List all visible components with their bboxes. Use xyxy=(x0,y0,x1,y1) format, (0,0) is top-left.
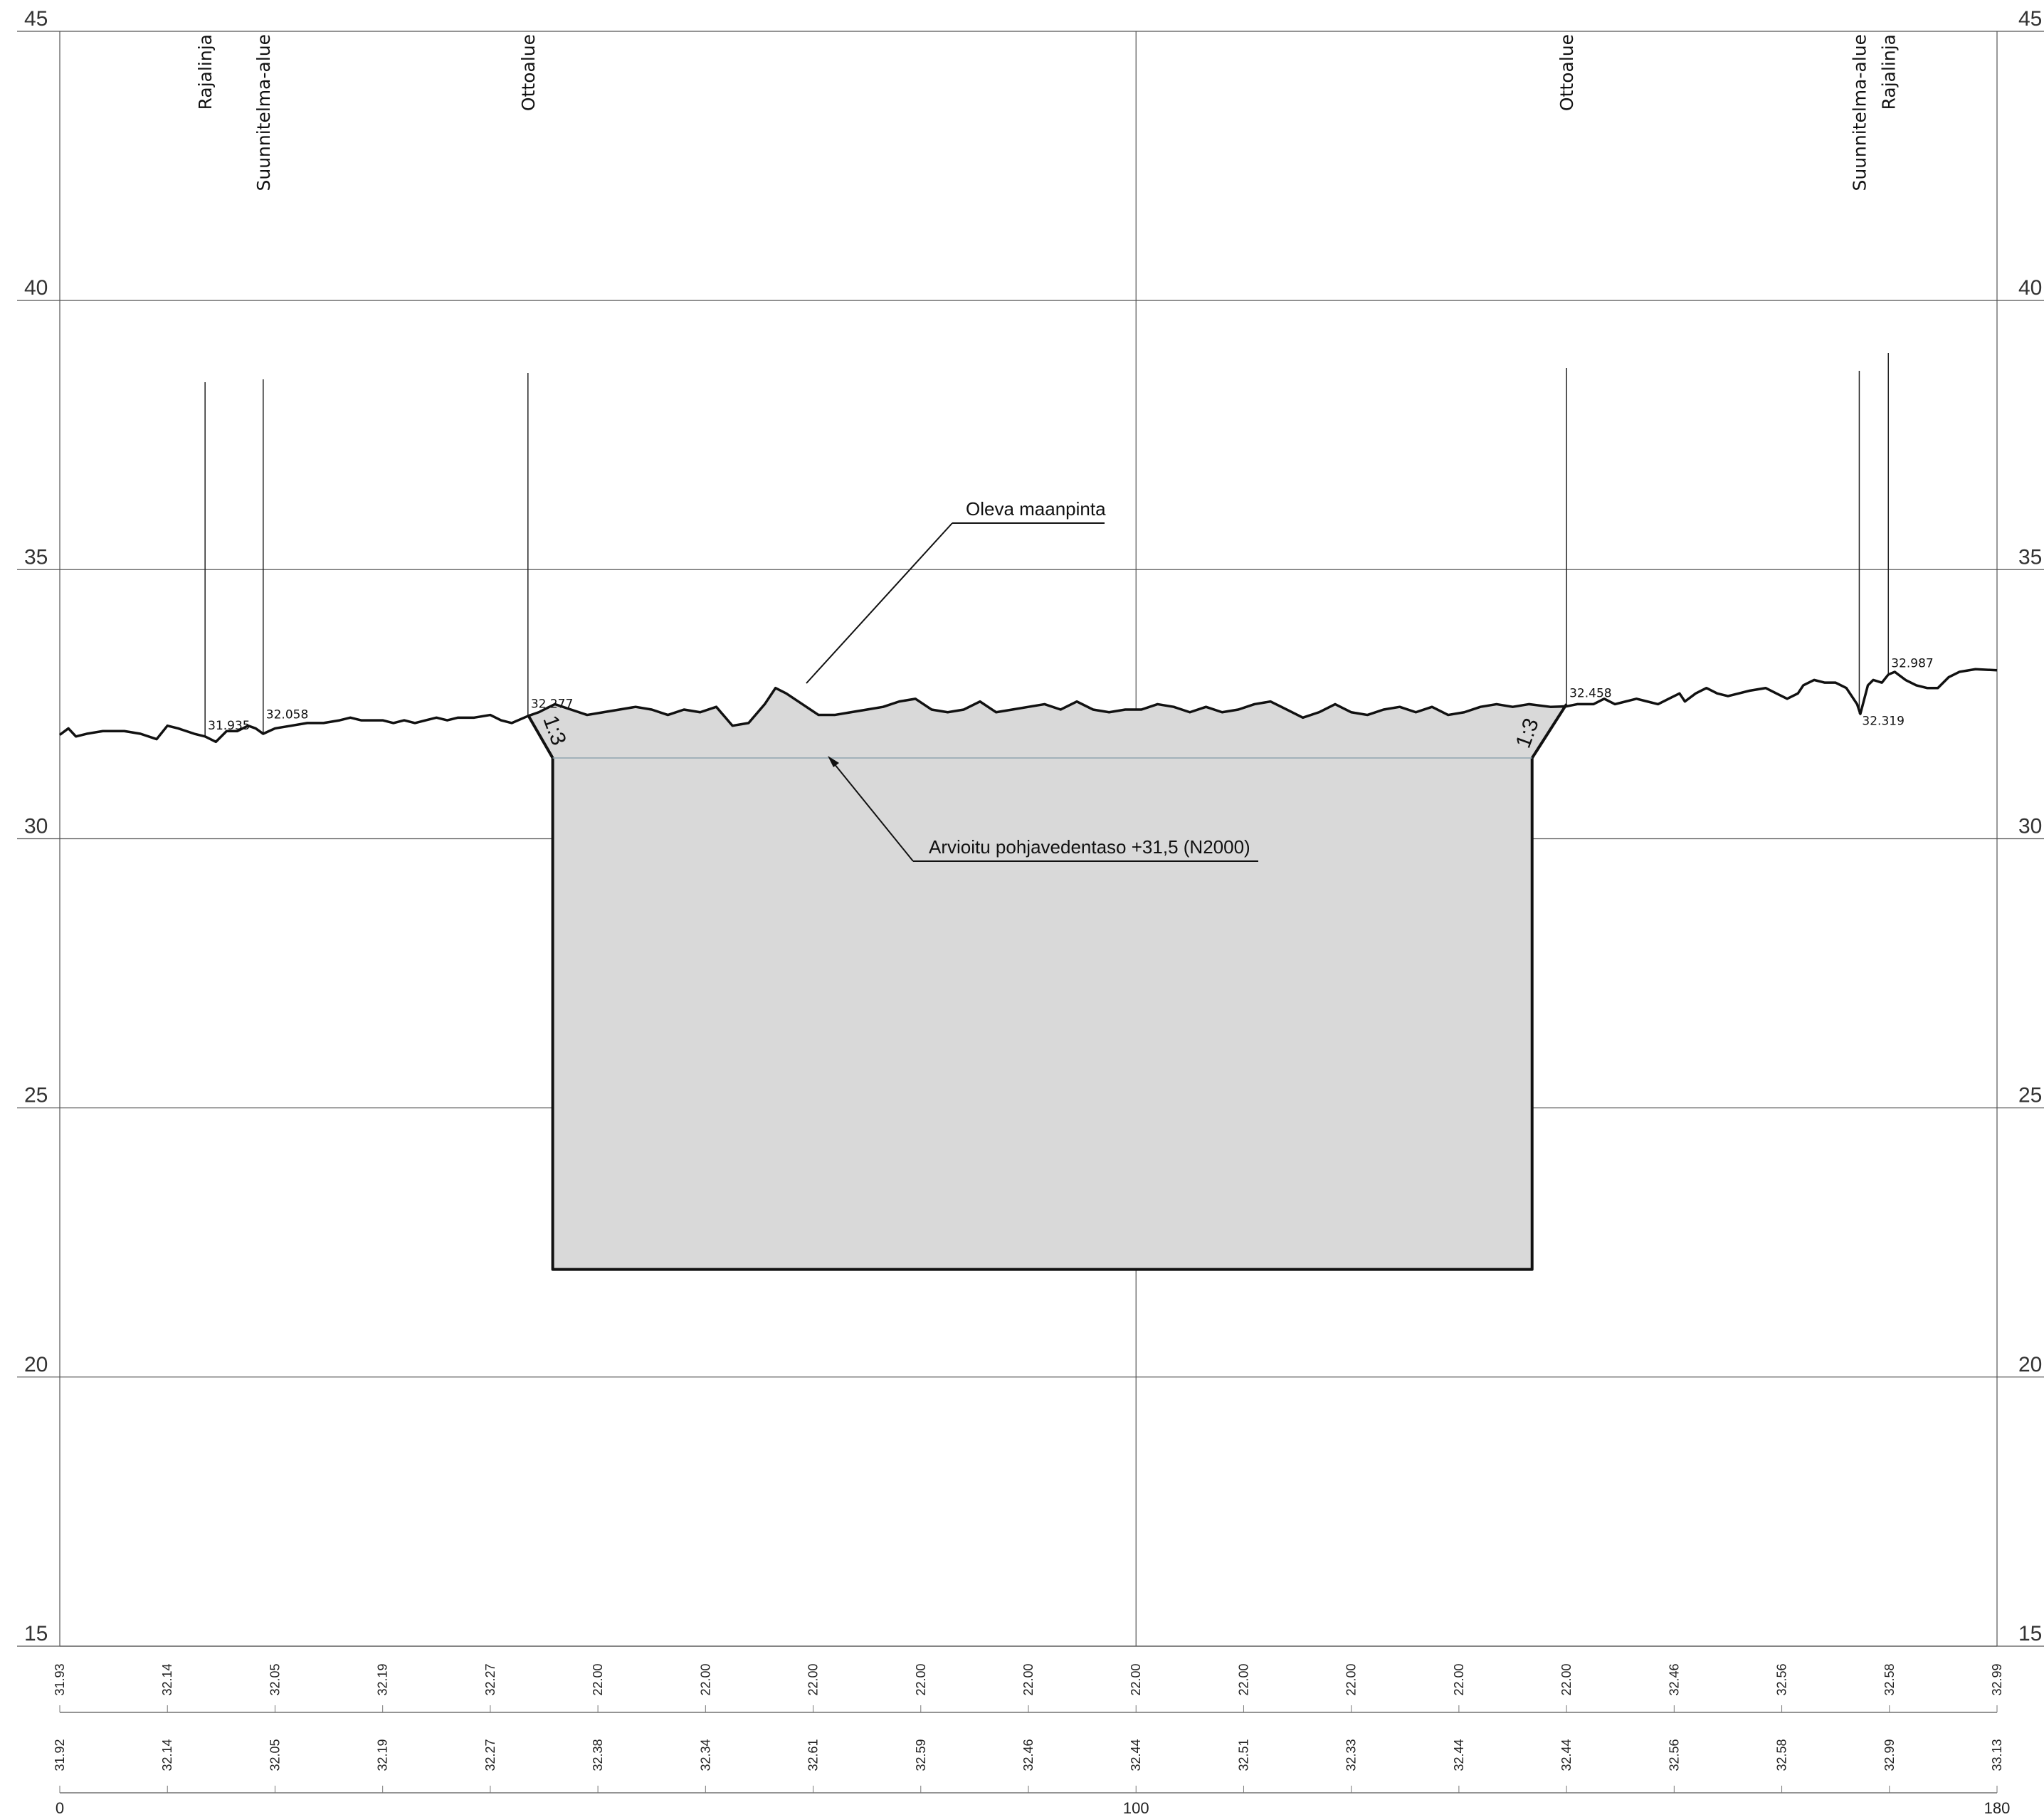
groundwater-annotation: Arvioitu pohjavedentaso +31,5 (N2000) xyxy=(929,836,1250,858)
ground-leader xyxy=(806,522,953,684)
chainage-label-0: 0 xyxy=(56,1799,64,1817)
row2-value-4: 32.27 xyxy=(483,1739,497,1771)
row2-value-8: 32.59 xyxy=(914,1739,928,1771)
row2-value-10: 32.44 xyxy=(1129,1739,1143,1771)
row2-value-17: 32.99 xyxy=(1882,1739,1897,1771)
elevation-label-right-25: 25 xyxy=(2018,1084,2042,1107)
point-labels: 31.935 32.058 32.277 32.458 32.319 32.987 xyxy=(208,657,1934,733)
row1-value-10: 22.00 xyxy=(1129,1663,1143,1695)
elevation-label-left-40: 40 xyxy=(24,276,48,300)
excavation xyxy=(527,688,1568,1271)
row1-value-18: 32.99 xyxy=(1990,1663,2004,1695)
elevation-label-right-40: 40 xyxy=(2018,276,2042,300)
row2-value-14: 32.44 xyxy=(1559,1739,1574,1771)
chainage-label-100: 100 xyxy=(1123,1799,1149,1817)
row1-value-1: 32.14 xyxy=(160,1663,174,1695)
row2-value-6: 32.34 xyxy=(698,1739,712,1771)
row1-value-5: 22.00 xyxy=(591,1663,605,1695)
bottom-table: 31.93 32.14 32.05 32.19 32.27 22.00 22.00 22.00… xyxy=(53,1645,2011,1817)
row1-value-12: 22.00 xyxy=(1344,1663,1359,1695)
row2-value-16: 32.58 xyxy=(1775,1739,1789,1771)
row2-value-9: 32.46 xyxy=(1021,1739,1036,1771)
row2-value-11: 32.51 xyxy=(1236,1739,1250,1771)
row2-value-15: 32.56 xyxy=(1667,1739,1681,1771)
row1-value-6: 22.00 xyxy=(698,1663,712,1695)
elevation-label-left-20: 20 xyxy=(24,1353,48,1376)
row1-value-7: 22.00 xyxy=(806,1663,821,1695)
ground-annotation: Oleva maanpinta xyxy=(966,498,1106,520)
row1-value-16: 32.56 xyxy=(1775,1663,1789,1695)
row2-value-13: 32.44 xyxy=(1452,1739,1466,1771)
elevation-label-left-25: 25 xyxy=(24,1084,48,1107)
elevation-label-left-15: 15 xyxy=(24,1622,48,1645)
groundwater-leader xyxy=(831,759,914,862)
elevation-label-right-45: 45 xyxy=(2018,7,2042,31)
point-elevation-label-3: 32.458 xyxy=(1569,686,1611,700)
row1-value-3: 32.19 xyxy=(376,1663,390,1695)
row2-value-18: 33.13 xyxy=(1990,1739,2004,1771)
row1-value-11: 22.00 xyxy=(1236,1663,1250,1695)
row2-value-5: 32.38 xyxy=(591,1739,605,1771)
point-elevation-label-0: 31.935 xyxy=(208,719,250,733)
row1-value-14: 22.00 xyxy=(1559,1663,1574,1695)
boundary-label-0: Rajalinja xyxy=(195,34,216,110)
row2-value-2: 32.05 xyxy=(268,1739,282,1771)
row2-value-3: 32.19 xyxy=(376,1739,390,1771)
point-elevation-label-5: 32.987 xyxy=(1891,657,1933,671)
elevation-label-right-20: 20 xyxy=(2018,1353,2042,1376)
boundary-label-5: Rajalinja xyxy=(1878,34,1899,110)
elevation-label-left-45: 45 xyxy=(24,7,48,31)
point-elevation-label-2: 32.277 xyxy=(531,697,573,712)
boundary-label-2: Ottoalue xyxy=(518,34,539,111)
excavation-fill xyxy=(527,688,1567,1270)
elevation-label-right-30: 30 xyxy=(2018,815,2042,838)
row2-value-7: 32.61 xyxy=(806,1739,821,1771)
ground-profile xyxy=(58,668,1998,744)
boundary-label-1: Suunnitelma-alue xyxy=(253,34,274,191)
row1-value-17: 32.58 xyxy=(1882,1663,1897,1695)
row1-value-9: 22.00 xyxy=(1021,1663,1036,1695)
row1-value-13: 22.00 xyxy=(1452,1663,1466,1695)
boundary-lines: Rajalinja Suunnitelma-alue Ottoalue Ottoalu… xyxy=(195,34,1899,737)
row1-value-15: 32.46 xyxy=(1667,1663,1681,1695)
point-elevation-label-1: 32.058 xyxy=(266,708,308,722)
row2-value-1: 32.14 xyxy=(160,1739,174,1771)
groundwater-arrowhead xyxy=(828,756,839,767)
boundary-label-4: Suunnitelma-alue xyxy=(1849,34,1870,191)
boundary-label-3: Ottoalue xyxy=(1556,34,1577,111)
row1-value-2: 32.05 xyxy=(268,1663,282,1695)
row2-value-12: 32.33 xyxy=(1344,1739,1359,1771)
row1-value-4: 32.27 xyxy=(483,1663,497,1695)
row2-value-0: 31.92 xyxy=(53,1739,67,1771)
point-elevation-label-4: 32.319 xyxy=(1862,715,1904,729)
elevation-label-right-15: 15 xyxy=(2018,1622,2042,1645)
elevation-label-right-35: 35 xyxy=(2018,545,2042,569)
row1-value-0: 31.93 xyxy=(53,1663,67,1695)
elevation-label-left-35: 35 xyxy=(24,545,48,569)
excavation-outline xyxy=(527,703,1568,1271)
row1-value-8: 22.00 xyxy=(914,1663,928,1695)
ground-surface-line xyxy=(58,668,1998,744)
elevation-label-left-30: 30 xyxy=(24,815,48,838)
chainage-label-180: 180 xyxy=(1984,1799,2011,1817)
